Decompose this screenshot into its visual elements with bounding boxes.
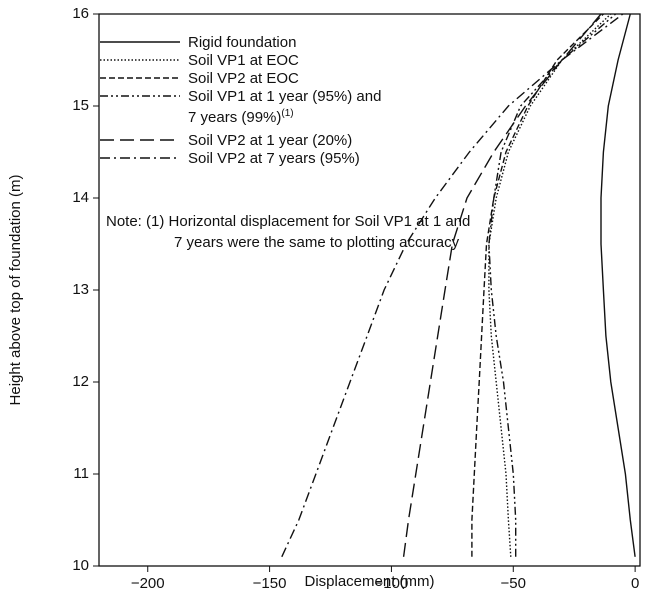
legend-label: Soil VP1 at EOC: [188, 52, 388, 69]
legend-item: Soil VP2 at 7 years (95%): [100, 150, 388, 167]
y-tick-label: 12: [72, 373, 89, 390]
y-axis-label: Height above top of foundation (m): [7, 175, 24, 406]
legend-item: Soil VP1 at EOC: [100, 52, 388, 69]
legend-swatch: [100, 157, 180, 159]
y-tick-label: 11: [73, 465, 89, 482]
legend-swatch: [100, 139, 180, 141]
data-line: [488, 13, 612, 557]
legend-label: Soil VP2 at 1 year (20%): [188, 132, 388, 149]
legend-text: Soil VP2 at 7 years (95%): [188, 150, 360, 167]
legend-swatch: [100, 41, 180, 43]
legend-label: Soil VP1 at 1 year (95%) and 7 years (99…: [188, 88, 388, 126]
legend-item: Soil VP2 at EOC: [100, 70, 388, 87]
y-tick-label: 16: [72, 5, 89, 22]
x-tick-label: −100: [375, 575, 409, 592]
note-ref: (1): [281, 108, 294, 119]
data-line: [600, 13, 636, 557]
x-tick-label: 0: [631, 575, 639, 592]
legend-label: Rigid foundation: [188, 34, 388, 51]
note: Note: (1) Horizontal displacement for So…: [106, 213, 471, 251]
y-tick-label: 15: [72, 97, 89, 114]
legend-item: Soil VP2 at 1 year (20%): [100, 132, 388, 149]
y-tick-label: 13: [72, 281, 89, 298]
y-tick-label: 10: [72, 557, 89, 574]
legend-swatch: [100, 77, 180, 79]
legend-label: Soil VP2 at 7 years (95%): [188, 150, 388, 167]
y-tick-label: 14: [72, 189, 89, 206]
legend-item: Soil VP1 at 1 year (95%) and 7 years (99…: [100, 88, 388, 126]
data-line: [402, 13, 602, 557]
legend: Rigid foundation Soil VP1 at EOC Soil VP2 …: [100, 34, 388, 168]
legend-swatch: [100, 59, 180, 61]
data-line: [488, 13, 617, 557]
x-tick-label: −150: [253, 575, 287, 592]
x-tick-label: −200: [131, 575, 165, 592]
data-line: [471, 13, 604, 557]
x-tick-label: −50: [501, 575, 526, 592]
legend-text: Soil VP2 at 1 year (20%): [188, 132, 353, 149]
legend-swatch: [100, 95, 180, 97]
legend-text: Rigid foundation: [188, 34, 297, 51]
legend-item: Rigid foundation: [100, 34, 388, 51]
legend-text: Soil VP1 at EOC: [188, 52, 299, 69]
legend-text: Soil VP2 at EOC: [188, 70, 299, 87]
legend-text: Soil VP1 at 1 year (95%) and 7 years (99…: [188, 88, 382, 126]
data-line: [281, 13, 624, 558]
legend-label: Soil VP2 at EOC: [188, 70, 388, 87]
x-axis-label: Displacement (mm): [304, 573, 434, 590]
